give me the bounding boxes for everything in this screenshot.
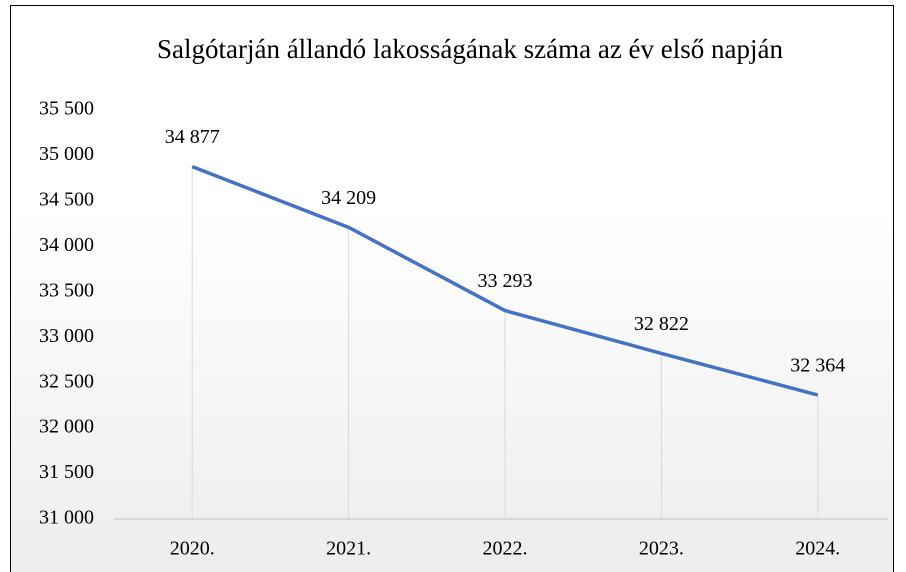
y-tick-label: 34 000 [39,234,94,256]
x-tick-label: 2020. [170,538,215,560]
x-tick-label: 2024. [795,538,840,560]
data-label: 33 293 [478,270,533,292]
x-tick-label: 2022. [483,538,528,560]
y-tick-label: 32 000 [39,416,94,438]
data-label: 34 877 [165,126,220,148]
chart-frame [10,5,894,572]
x-tick-label: 2021. [326,538,371,560]
data-label: 34 209 [321,187,376,209]
x-tick-label: 2023. [639,538,684,560]
y-tick-label: 32 500 [39,370,94,392]
data-label: 32 364 [790,355,845,377]
y-tick-label: 33 500 [39,279,94,301]
data-label: 32 822 [634,313,689,335]
y-tick-label: 33 000 [39,325,94,347]
line [191,164,819,397]
chart-title: Salgótarján állandó lakosságának száma a… [156,34,783,64]
y-tick-label: 34 500 [39,188,94,210]
y-tick-label: 35 500 [39,98,94,120]
y-tick-label: 31 500 [39,461,94,483]
y-tick-label: 31 000 [39,507,94,529]
y-tick-label: 35 000 [39,143,94,165]
